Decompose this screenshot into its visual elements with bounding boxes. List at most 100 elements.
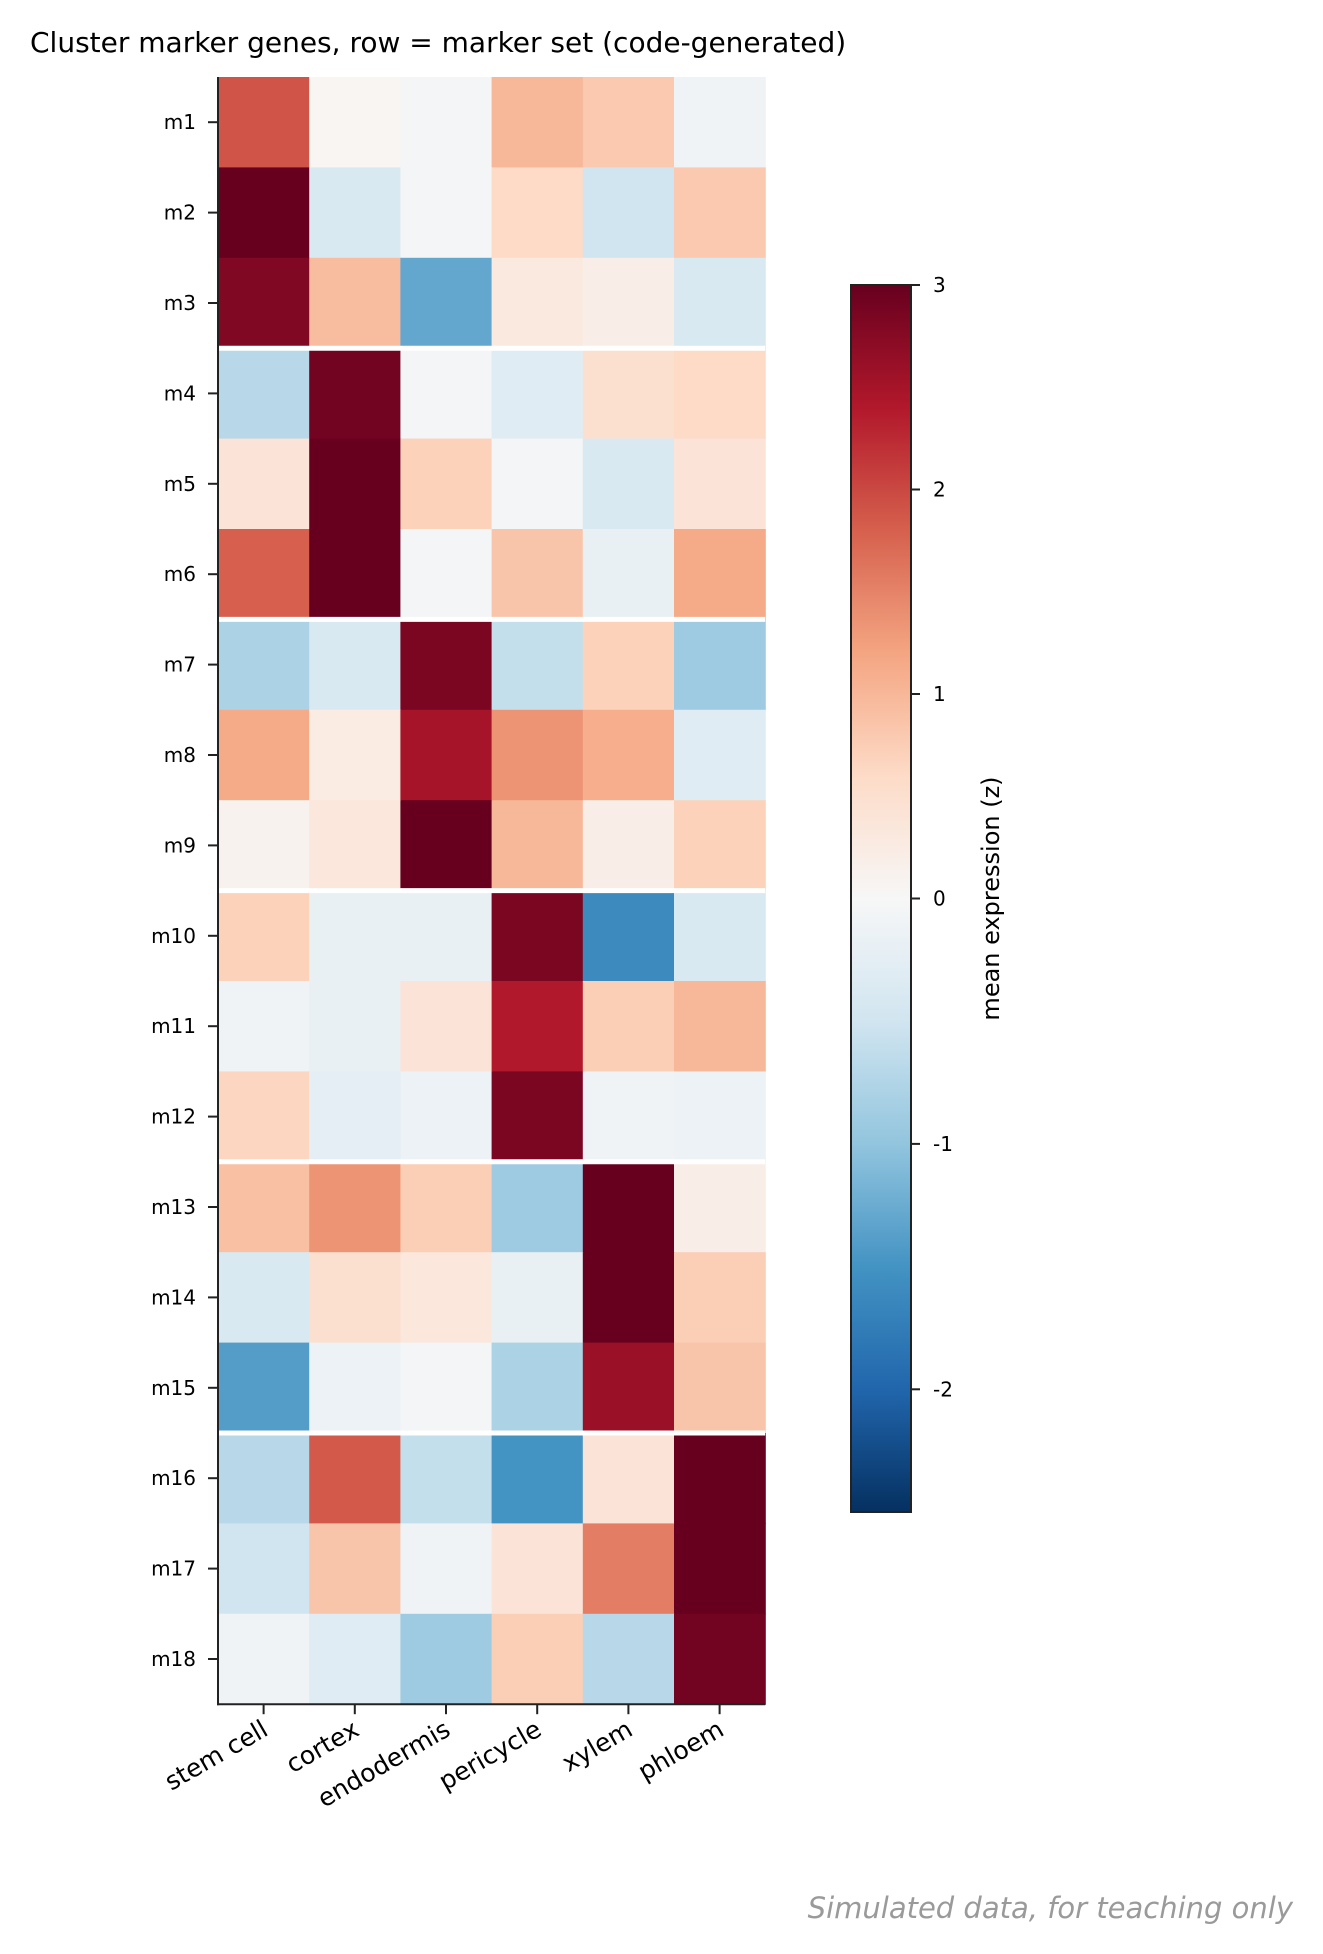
heatmap-cell xyxy=(674,1523,766,1615)
heatmap-cell xyxy=(400,1523,493,1615)
heatmap-cell xyxy=(309,529,401,620)
y-tick-label: m3 xyxy=(164,291,196,315)
heatmap-cell xyxy=(400,348,493,440)
x-tick-label: stem cell xyxy=(160,1714,273,1796)
heatmap-cell xyxy=(218,1433,310,1524)
heatmap-cell xyxy=(582,438,675,530)
heatmap-cell xyxy=(674,1071,766,1163)
heatmap-cell xyxy=(582,709,675,801)
heatmap-cell xyxy=(674,257,766,349)
colorbar-label: mean expression (z) xyxy=(977,776,1005,1020)
heatmap-cell xyxy=(582,1523,675,1615)
colorbar-tick-label: -2 xyxy=(933,1377,953,1401)
heatmap-cell xyxy=(674,438,766,530)
heatmap-cell xyxy=(674,619,766,711)
heatmap-cell xyxy=(674,890,766,982)
heatmap-cell xyxy=(491,1523,584,1615)
heatmap-cell xyxy=(582,619,675,711)
heatmap-cell xyxy=(491,619,584,711)
heatmap-cell xyxy=(674,1161,766,1253)
heatmap-cell xyxy=(491,1342,584,1434)
heatmap-cell xyxy=(309,890,401,982)
y-tick-label: m9 xyxy=(164,833,196,857)
heatmap-cell xyxy=(309,1071,401,1163)
heatmap-cell xyxy=(309,1613,401,1705)
colorbar: -2 -1 0 1 2 3 mean expression (z) xyxy=(850,273,1005,1513)
heatmap-cell xyxy=(674,348,766,440)
heatmap-cell xyxy=(400,1342,493,1434)
heatmap-cell xyxy=(582,1342,675,1434)
heatmap-cell xyxy=(218,619,310,711)
heatmap-cell xyxy=(674,167,766,259)
x-tick-label: pericycle xyxy=(434,1714,546,1796)
heatmap-cell xyxy=(400,257,493,349)
heatmap-cell xyxy=(582,1161,675,1253)
footer-note: Simulated data, for teaching only xyxy=(808,1891,1294,1925)
y-tick-label: m4 xyxy=(164,381,196,405)
colorbar-tick-label: 0 xyxy=(933,887,946,911)
heatmap-cell xyxy=(491,1252,584,1344)
heatmap-cell xyxy=(309,77,401,168)
heatmap-cell xyxy=(491,77,584,168)
heatmap-cell xyxy=(491,709,584,801)
y-tick-label: m14 xyxy=(151,1285,196,1309)
heatmap-cell xyxy=(582,1613,675,1705)
heatmap-cell xyxy=(582,890,675,982)
heatmap-cell xyxy=(400,438,493,530)
heatmap-cell xyxy=(218,348,310,440)
heatmap-cells xyxy=(218,77,766,1705)
y-tick-label: m8 xyxy=(164,743,196,767)
x-tick-label: phloem xyxy=(633,1714,729,1786)
heatmap-cell xyxy=(309,438,401,530)
heatmap-cell xyxy=(582,1252,675,1344)
heatmap-cell xyxy=(491,1071,584,1163)
heatmap-cell xyxy=(400,1252,493,1344)
heatmap-cell xyxy=(309,1252,401,1344)
y-tick-label: m7 xyxy=(164,653,196,677)
heatmap-cell xyxy=(218,890,310,982)
colorbar-tick-label: -1 xyxy=(933,1132,953,1156)
colorbar-tick-label: 2 xyxy=(933,478,946,502)
heatmap-cell xyxy=(309,1523,401,1615)
y-tick-label: m1 xyxy=(164,110,196,134)
heatmap-cell xyxy=(582,1433,675,1524)
heatmap-cell xyxy=(674,709,766,801)
heatmap-cell xyxy=(218,257,310,349)
heatmap-cell xyxy=(582,981,675,1072)
y-tick-label: m6 xyxy=(164,562,196,586)
heatmap-cell xyxy=(491,1161,584,1253)
heatmap-cell xyxy=(491,1613,584,1705)
heatmap-cell xyxy=(491,257,584,349)
heatmap-cell xyxy=(582,529,675,620)
heatmap-cell xyxy=(674,77,766,168)
heatmap-cell xyxy=(674,1342,766,1434)
group-separators xyxy=(218,345,766,1436)
heatmap-cell xyxy=(674,529,766,620)
chart-title: Cluster marker genes, row = marker set (… xyxy=(30,26,846,59)
heatmap-cell xyxy=(582,167,675,259)
heatmap-cell xyxy=(400,890,493,982)
heatmap-cell xyxy=(218,438,310,530)
heatmap-cell xyxy=(309,619,401,711)
heatmap-cell xyxy=(400,1071,493,1163)
heatmap-cell xyxy=(400,529,493,620)
heatmap-cell xyxy=(582,348,675,440)
heatmap-cell xyxy=(218,529,310,620)
y-tick-label: m12 xyxy=(151,1105,196,1129)
heatmap-cell xyxy=(309,1342,401,1434)
heatmap-cell xyxy=(674,1433,766,1524)
colorbar-tick-label: 1 xyxy=(933,682,946,706)
heatmap-cell xyxy=(218,167,310,259)
y-tick-label: m17 xyxy=(151,1557,196,1581)
heatmap-cell xyxy=(218,1161,310,1253)
y-tick-label: m16 xyxy=(151,1466,196,1490)
heatmap-cell xyxy=(218,1252,310,1344)
heatmap-cell xyxy=(400,1161,493,1253)
heatmap-cell xyxy=(309,257,401,349)
heatmap-cell xyxy=(218,800,310,892)
heatmap-cell xyxy=(218,709,310,801)
heatmap-cell xyxy=(400,167,493,259)
heatmap-cell xyxy=(582,77,675,168)
heatmap-cell xyxy=(491,1433,584,1524)
